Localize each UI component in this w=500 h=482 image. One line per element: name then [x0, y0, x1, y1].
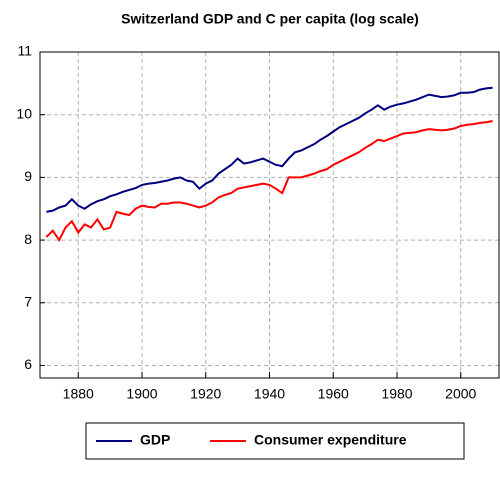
- y-tick-label: 6: [24, 356, 32, 372]
- y-tick-label: 9: [24, 168, 32, 184]
- y-tick-label: 10: [16, 105, 32, 121]
- x-tick-label: 1880: [63, 386, 94, 402]
- legend-box: [85, 422, 465, 460]
- x-tick-label: 1940: [254, 386, 285, 402]
- series-line: [46, 86, 493, 213]
- grid: [40, 51, 499, 378]
- legend-label: Consumer expenditure: [254, 432, 407, 448]
- series-line: [45, 119, 493, 243]
- x-tick-label: 1900: [126, 386, 157, 402]
- x-tick-label: 1980: [381, 386, 412, 402]
- x-tick-label: 2000: [445, 386, 476, 402]
- y-tick-label: 11: [17, 43, 32, 59]
- chart-title: Switzerland GDP and C per capita (log sc…: [121, 11, 419, 27]
- y-tick-label: 8: [24, 231, 32, 247]
- lines: [45, 86, 493, 243]
- x-tick-label: 1960: [318, 386, 349, 402]
- y-tick-label: 7: [24, 293, 32, 309]
- legend-label: GDP: [140, 432, 170, 448]
- x-tick-label: 1920: [190, 386, 221, 402]
